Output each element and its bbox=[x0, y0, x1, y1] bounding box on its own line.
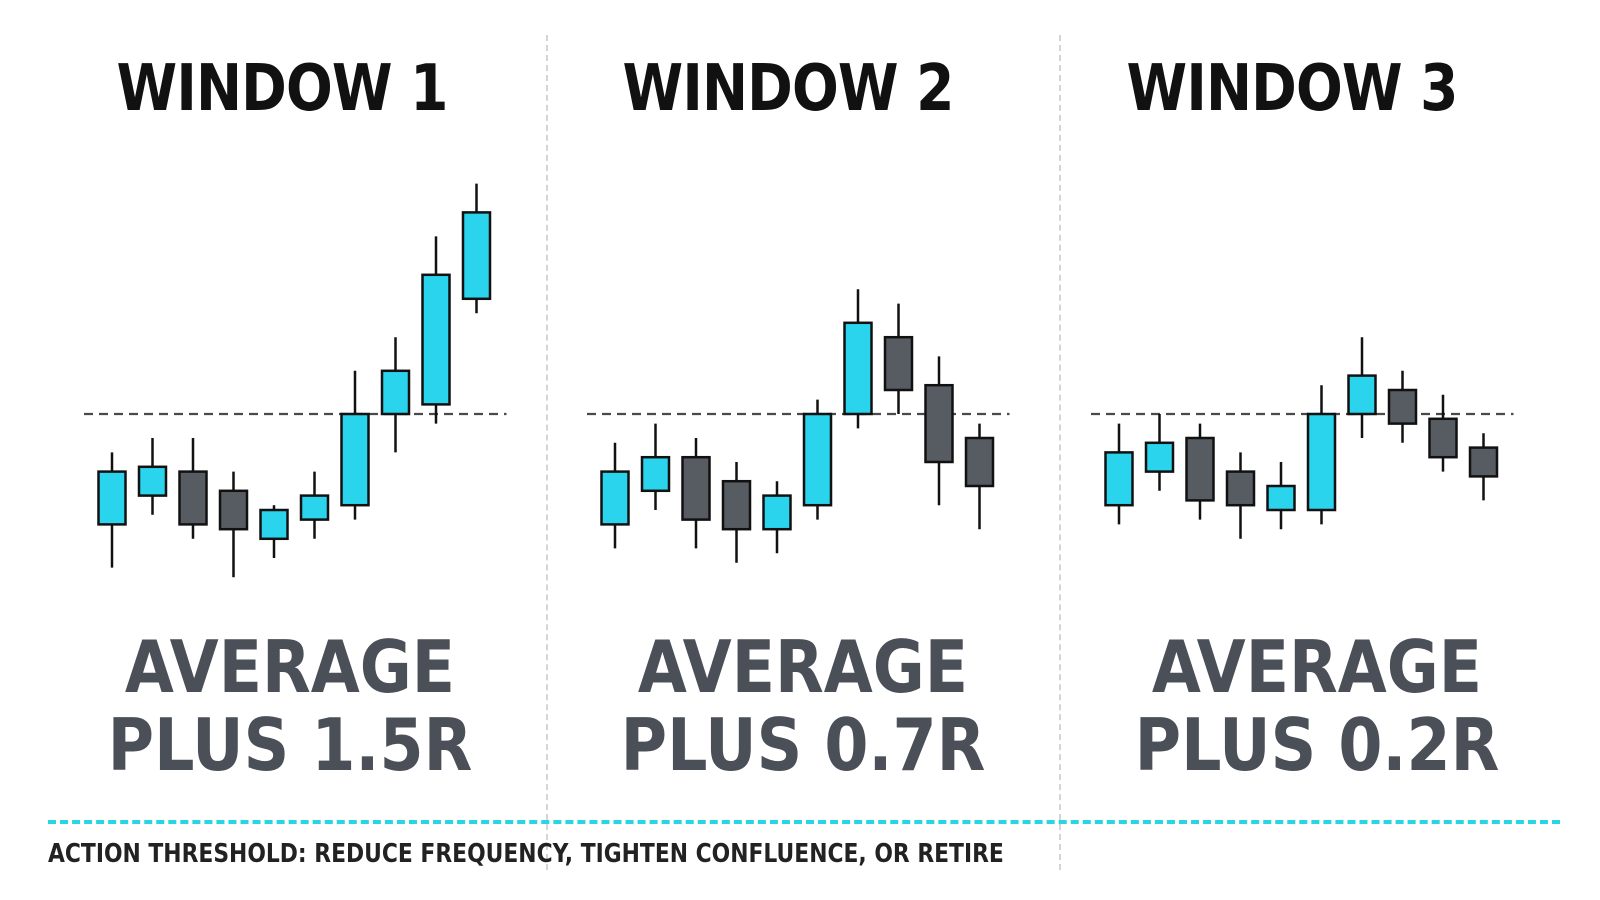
window-3-result-line2: PLUS 0.2R bbox=[1134, 703, 1500, 787]
window-1-candle-1-body bbox=[97, 470, 127, 526]
window-3-candle-8-body bbox=[1387, 388, 1418, 425]
window-2-candle-6-body bbox=[802, 412, 833, 507]
window-1-result: AVERAGE PLUS 1.5R bbox=[70, 628, 510, 784]
window-3-candle-3-body bbox=[1185, 436, 1215, 502]
window-3-candle-4-body bbox=[1225, 470, 1256, 507]
window-1-title: WINDOW 1 bbox=[116, 52, 448, 126]
window-3-result: AVERAGE PLUS 0.2R bbox=[1097, 628, 1537, 784]
panel-divider-1 bbox=[546, 35, 548, 870]
window-1-candle-4-body bbox=[218, 489, 249, 531]
window-2-result-line2: PLUS 0.7R bbox=[620, 703, 986, 787]
window-1-candle-7-body bbox=[340, 412, 370, 507]
window-2-result-line1: AVERAGE bbox=[637, 625, 969, 709]
window-2-result: AVERAGE PLUS 0.7R bbox=[583, 628, 1023, 784]
window-1-result-line2: PLUS 1.5R bbox=[107, 703, 473, 787]
window-3-candle-9-body bbox=[1428, 417, 1458, 459]
window-3-result-line1: AVERAGE bbox=[1151, 625, 1483, 709]
window-3-title: WINDOW 3 bbox=[1126, 52, 1458, 126]
action-threshold-text: ACTION THRESHOLD: REDUCE FREQUENCY, TIGH… bbox=[48, 839, 1004, 869]
window-1-candle-10-body bbox=[461, 211, 492, 301]
window-2-candle-3-body bbox=[681, 455, 711, 521]
panel-divider-2 bbox=[1059, 35, 1061, 870]
window-1-candle-5-body bbox=[259, 508, 289, 541]
window-2-candle-2-body bbox=[640, 455, 671, 493]
window-2-candle-5-body bbox=[762, 494, 792, 531]
window-1-candle-8-body bbox=[380, 369, 411, 416]
window-1-candle-2-body bbox=[137, 465, 168, 497]
window-2-candle-8-body bbox=[883, 335, 914, 392]
window-2-candle-1-body bbox=[600, 470, 630, 526]
window-3-candle-6-body bbox=[1306, 412, 1337, 512]
window-3-candle-5-body bbox=[1266, 484, 1296, 512]
window-2-title: WINDOW 2 bbox=[622, 52, 954, 126]
action-threshold-line bbox=[48, 820, 1560, 824]
window-1-candle-3-body bbox=[178, 470, 208, 526]
window-2-candle-4-body bbox=[721, 479, 752, 531]
window-2-candle-7-body bbox=[843, 321, 873, 416]
window-2-candle-10-body bbox=[964, 436, 995, 488]
window-1-candle-9-body bbox=[421, 273, 451, 406]
window-1-result-line1: AVERAGE bbox=[124, 625, 456, 709]
window-3-candle-10-body bbox=[1468, 446, 1499, 478]
window-1-candle-6-body bbox=[299, 494, 330, 521]
window-3-candle-1-body bbox=[1104, 451, 1134, 507]
window-3-candle-7-body bbox=[1347, 374, 1377, 416]
window-2-candle-9-body bbox=[924, 383, 954, 464]
window-3-candle-2-body bbox=[1144, 441, 1175, 473]
